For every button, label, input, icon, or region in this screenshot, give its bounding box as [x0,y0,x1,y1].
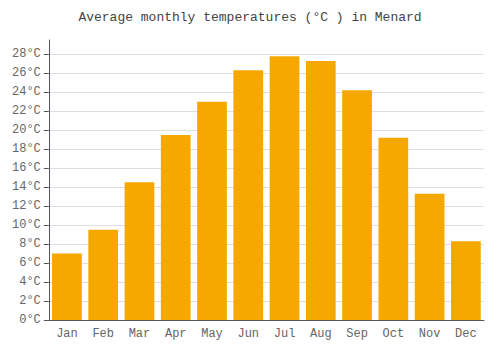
svg-text:Aug: Aug [310,327,332,341]
svg-text:10°C: 10°C [12,218,41,232]
svg-text:14°C: 14°C [12,180,41,194]
svg-text:Mar: Mar [129,327,151,341]
svg-text:Sep: Sep [346,327,368,341]
svg-text:2°C: 2°C [19,294,41,308]
svg-text:22°C: 22°C [12,104,41,118]
svg-text:16°C: 16°C [12,161,41,175]
svg-text:18°C: 18°C [12,142,41,156]
svg-text:28°C: 28°C [12,47,41,61]
svg-text:8°C: 8°C [19,237,41,251]
svg-text:4°C: 4°C [19,275,41,289]
svg-text:0°C: 0°C [19,313,41,327]
svg-text:20°C: 20°C [12,123,41,137]
svg-text:Apr: Apr [165,327,187,341]
svg-text:Jul: Jul [274,327,296,341]
svg-text:Nov: Nov [419,327,441,341]
svg-text:May: May [201,327,223,341]
svg-text:Average monthly temperatures (: Average monthly temperatures (°C ) in Me… [78,10,421,25]
svg-text:Jan: Jan [56,327,78,341]
svg-text:Oct: Oct [383,327,405,341]
svg-text:26°C: 26°C [12,66,41,80]
svg-text:Feb: Feb [92,327,114,341]
svg-text:Dec: Dec [455,327,477,341]
svg-text:Jun: Jun [237,327,259,341]
svg-text:12°C: 12°C [12,199,41,213]
svg-text:24°C: 24°C [12,85,41,99]
svg-text:6°C: 6°C [19,256,41,270]
